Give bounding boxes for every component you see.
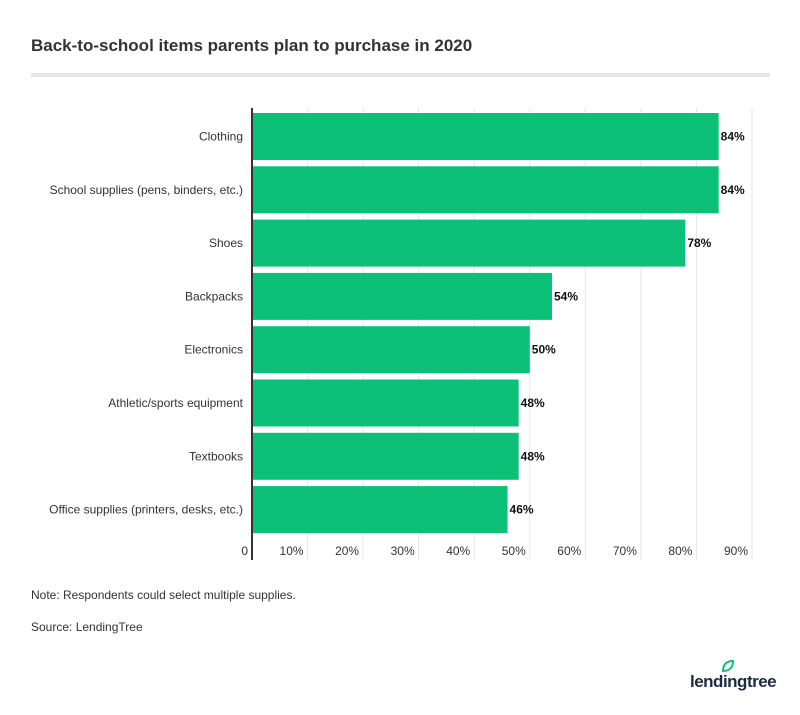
lendingtree-logo: lendingtree xyxy=(690,672,777,692)
bar xyxy=(252,219,686,267)
logo-text: lendingtree xyxy=(690,672,777,691)
data-label: 48% xyxy=(521,449,545,463)
category-label: School supplies (pens, binders, etc.) xyxy=(50,183,243,197)
x-tick-label: 30% xyxy=(391,544,415,558)
chart-note: Note: Respondents could select multiple … xyxy=(31,588,296,602)
bar xyxy=(252,326,530,374)
data-label: 84% xyxy=(721,183,745,197)
category-label: Athletic/sports equipment xyxy=(108,396,243,410)
chart-title: Back-to-school items parents plan to pur… xyxy=(31,36,473,55)
data-label: 54% xyxy=(554,289,578,303)
category-label: Backpacks xyxy=(185,289,243,303)
leaf-icon xyxy=(721,660,735,672)
data-label: 46% xyxy=(510,503,534,517)
x-tick-label: 70% xyxy=(613,544,637,558)
x-tick-label: 50% xyxy=(502,544,526,558)
category-label: Clothing xyxy=(199,130,243,144)
data-label: 84% xyxy=(721,130,745,144)
data-label: 48% xyxy=(521,396,545,410)
chart-source: Source: LendingTree xyxy=(31,620,143,634)
x-tick-label: 10% xyxy=(280,544,304,558)
title-divider xyxy=(31,73,770,77)
x-tick-label: 40% xyxy=(446,544,470,558)
category-label: Office supplies (printers, desks, etc.) xyxy=(49,503,243,517)
bar xyxy=(252,486,508,534)
bar xyxy=(252,113,719,160)
x-tick-label: 60% xyxy=(557,544,581,558)
x-tick-label: 90% xyxy=(724,544,748,558)
data-label: 50% xyxy=(532,343,556,357)
category-label: Textbooks xyxy=(189,449,243,463)
category-label: Electronics xyxy=(184,343,243,357)
category-label: Shoes xyxy=(209,236,243,250)
bar xyxy=(252,166,719,214)
bar xyxy=(252,432,519,480)
bar xyxy=(252,379,519,427)
x-tick-label: 20% xyxy=(335,544,359,558)
x-tick-label: 80% xyxy=(668,544,692,558)
data-label: 78% xyxy=(687,236,711,250)
bar xyxy=(252,272,552,320)
x-tick-label: 0 xyxy=(241,544,248,558)
